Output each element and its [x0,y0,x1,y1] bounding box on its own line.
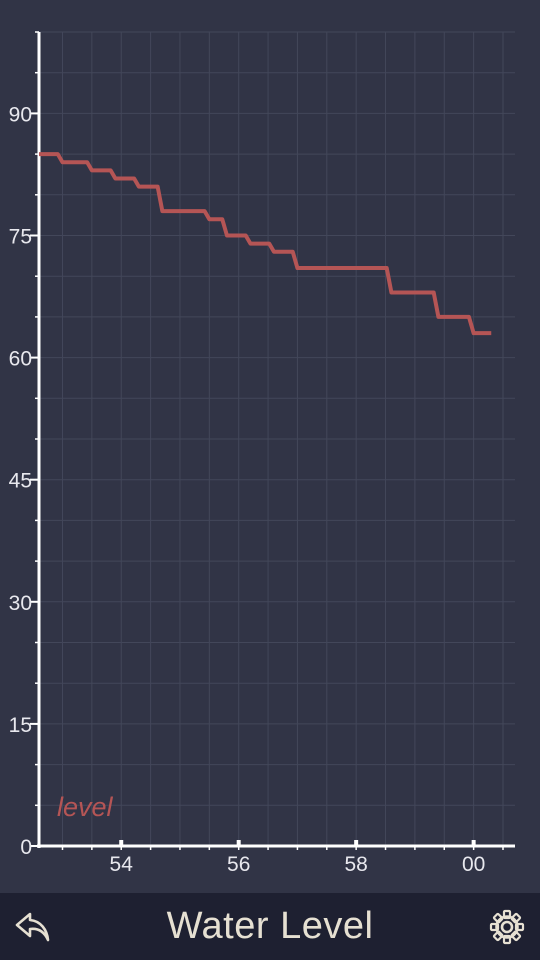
chart-labels: 0 15 30 45 60 75 90 54 56 58 00 [9,103,486,876]
page-title: Water Level [166,905,374,947]
x-tick-label: 58 [344,853,367,876]
y-tick-label: 30 [9,592,32,615]
bottom-bar: Water Level [0,893,540,960]
settings-button[interactable] [484,905,530,949]
gear-tooth [510,930,522,942]
x-tick-label: 54 [110,853,134,876]
back-button[interactable] [10,905,56,949]
chart-series [39,152,492,336]
gear-tooth [510,912,522,924]
gear-tooth [502,934,512,945]
y-tick-label: 60 [9,348,32,371]
legend-label-level: level [57,792,114,822]
x-tick-label: 56 [227,853,250,876]
y-tick-label: 45 [9,470,32,493]
gear-tooth [514,922,525,932]
gear-tooth [492,930,504,942]
gear-tooth [502,909,512,920]
chart-axes [30,31,515,850]
chart-grid [39,31,515,846]
y-tick-label: 15 [9,714,32,737]
y-tick-label: 75 [9,226,32,249]
gear-tooth [492,912,504,924]
reply-arrow-icon [15,912,50,942]
y-tick-label: 0 [20,836,32,859]
x-tick-label: 00 [462,853,485,876]
gear-tooth [489,922,500,932]
series-line-level [39,152,492,336]
gear-icon [489,909,525,945]
water-level-chart: 0 15 30 45 60 75 90 54 56 58 00 level [9,31,515,876]
y-tick-label: 90 [9,103,32,126]
